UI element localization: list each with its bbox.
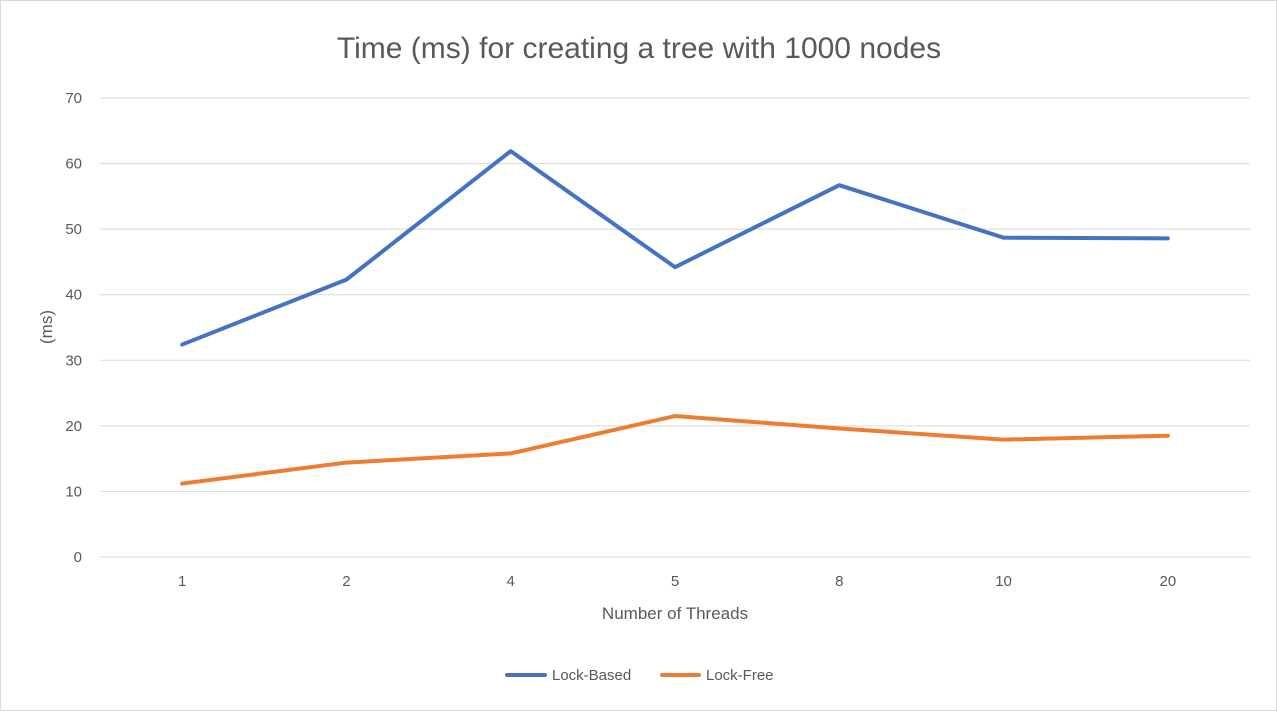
legend: Lock-Based Lock-Free	[505, 667, 774, 684]
y-tick-label: 60	[65, 156, 82, 173]
x-tick-label: 8	[835, 573, 843, 590]
x-tick-label: 4	[507, 573, 515, 590]
y-tick-label: 50	[65, 221, 82, 238]
series-line-lock-based	[180, 149, 1170, 347]
legend-label: Lock-Free	[706, 667, 774, 684]
series-lines	[180, 149, 1170, 486]
y-tick-label: 30	[65, 352, 82, 369]
x-tick-label: 5	[671, 573, 679, 590]
x-axis-ticks: 1 2 4 5 8 10 20	[178, 573, 1176, 590]
x-tick-label: 2	[342, 573, 350, 590]
chart-title: Time (ms) for creating a tree with 1000 …	[337, 32, 941, 65]
x-axis-label: Number of Threads	[602, 604, 748, 623]
y-tick-label: 10	[65, 483, 82, 500]
y-axis-ticks: 0 10 20 30 40 50 60 70	[65, 90, 82, 566]
legend-label: Lock-Based	[552, 667, 631, 684]
x-tick-label: 20	[1160, 573, 1177, 590]
gridlines	[100, 97, 1250, 558]
y-axis-label: (ms)	[37, 310, 56, 344]
x-tick-label: 1	[178, 573, 186, 590]
x-tick-label: 10	[995, 573, 1012, 590]
y-tick-label: 40	[65, 287, 82, 304]
y-tick-label: 20	[65, 418, 82, 435]
y-tick-label: 70	[65, 90, 82, 107]
y-tick-label: 0	[74, 549, 82, 566]
series-line-lock-free	[180, 414, 1170, 486]
